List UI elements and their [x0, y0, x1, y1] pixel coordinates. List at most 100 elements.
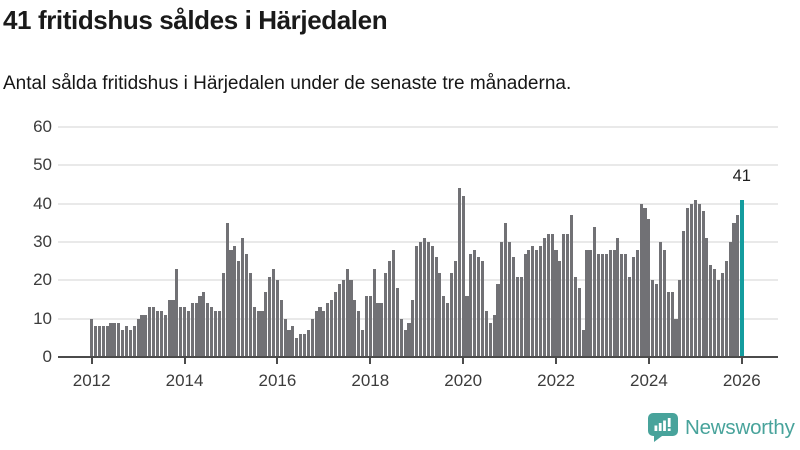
bar: [658, 242, 663, 357]
x-axis-tick: [647, 358, 650, 364]
bar: [287, 330, 291, 357]
bar: [101, 326, 105, 357]
bar: [233, 245, 237, 357]
bar: [426, 242, 430, 357]
bar: [453, 261, 457, 357]
bar: [202, 291, 206, 357]
bar: [148, 307, 152, 357]
bar: [628, 276, 632, 357]
bar: [593, 226, 597, 357]
bar: [581, 330, 585, 357]
bar: [461, 196, 465, 357]
bar: [361, 330, 365, 357]
bar: [597, 253, 601, 357]
brand-name[interactable]: Newsworthy: [685, 416, 795, 439]
bar: [229, 249, 233, 357]
bar: [434, 257, 438, 357]
bar: [295, 337, 299, 357]
bar: [655, 284, 659, 357]
x-axis-tick: [276, 358, 279, 364]
bar: [608, 249, 612, 357]
bar: [709, 265, 713, 357]
bar: [109, 322, 113, 357]
bar: [318, 307, 322, 357]
bar: [492, 314, 496, 357]
bar: [167, 299, 171, 357]
bar: [577, 288, 581, 357]
bar: [546, 234, 550, 357]
bar: [94, 326, 98, 357]
bar: [186, 311, 190, 357]
bar: [670, 291, 674, 357]
bar: [484, 311, 488, 357]
bar: [446, 303, 450, 357]
y-axis-tick-label: 0: [42, 347, 52, 366]
bar: [372, 268, 376, 357]
x-axis-tick-label: 2018: [351, 371, 390, 390]
bar: [132, 326, 136, 357]
bar: [585, 249, 589, 357]
bar: [198, 295, 202, 357]
bar: [206, 303, 210, 357]
bar: [155, 311, 160, 357]
bar: [686, 207, 690, 357]
bar: [244, 253, 249, 357]
bar: [519, 276, 523, 357]
bar: [504, 222, 508, 357]
bar: [322, 311, 326, 357]
bar: [268, 276, 272, 357]
bar: [163, 314, 167, 357]
x-axis-tick-label: 2012: [72, 371, 111, 390]
bar: [720, 272, 724, 357]
bar: [283, 318, 287, 357]
bar: [291, 326, 295, 357]
bar: [600, 253, 605, 357]
y-axis-tick-label: 50: [33, 155, 52, 175]
bar: [438, 272, 442, 357]
newsworthy-logo-icon[interactable]: [648, 413, 678, 442]
bar: [190, 303, 194, 357]
bar: [90, 318, 94, 357]
bar: [384, 272, 388, 357]
x-axis-tick: [740, 358, 743, 364]
bar: [500, 242, 504, 357]
bar: [511, 257, 516, 357]
bar: [353, 299, 357, 357]
bar: [717, 280, 721, 357]
bar: [345, 268, 349, 357]
bar: [349, 280, 353, 357]
bar: [674, 318, 678, 357]
y-axis-tick-label: 60: [33, 117, 52, 136]
bar: [450, 272, 454, 357]
gridline: [58, 241, 778, 243]
bar: [523, 253, 527, 357]
x-axis-tick-label: 2026: [722, 371, 761, 390]
bar: [217, 311, 221, 357]
bar: [213, 311, 218, 357]
x-axis-tick: [183, 358, 186, 364]
bar: [589, 249, 593, 357]
chart-subtitle: Antal sålda fritidshus i Härjedalen unde…: [3, 73, 572, 94]
bar: [604, 253, 608, 357]
bar: [624, 253, 628, 357]
bar: [210, 307, 214, 357]
x-axis-tick-label: 2020: [444, 371, 483, 390]
bar: [477, 257, 481, 357]
bar: [279, 299, 283, 357]
bar: [248, 272, 252, 357]
bar: [337, 284, 341, 357]
bar: [225, 222, 229, 357]
highlighted-current-bar: [739, 199, 744, 357]
bar: [299, 334, 303, 357]
bar: [252, 307, 256, 357]
bar: [376, 303, 380, 357]
bar: [430, 245, 434, 357]
x-axis-tick: [90, 358, 93, 364]
bar: [391, 249, 396, 357]
bar: [357, 311, 361, 357]
bar: [678, 280, 682, 357]
gridline: [58, 126, 778, 128]
bar: [326, 303, 330, 357]
bar: [639, 203, 643, 357]
